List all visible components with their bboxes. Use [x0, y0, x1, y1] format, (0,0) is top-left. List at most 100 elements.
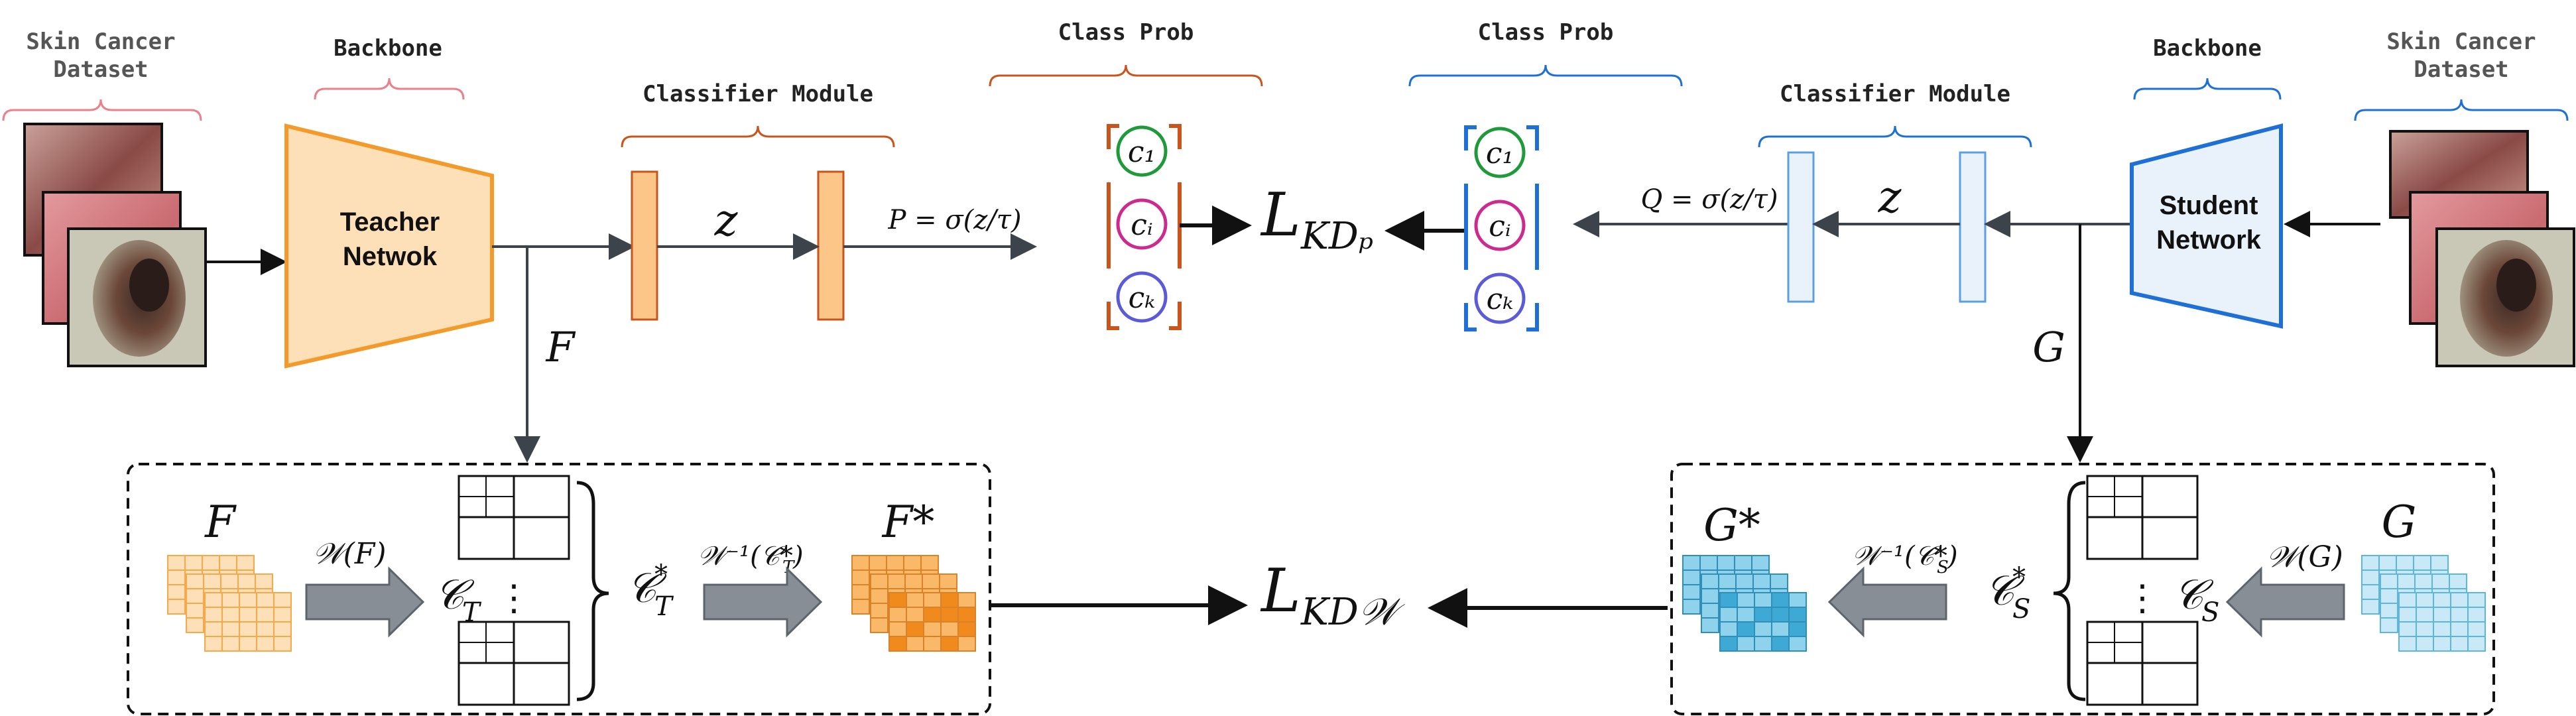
teacher-network-shape — [284, 123, 494, 369]
student-prob-formula: Q = σ(z/τ) — [1641, 184, 1778, 215]
teacher-dataset-brace — [2, 99, 202, 121]
student-class-ck: cₖ — [1474, 272, 1526, 324]
bl-right-brace — [576, 481, 609, 701]
teacher-network-label: Teacher Netwok — [340, 208, 440, 271]
teacher-class-ck: cₖ — [1116, 271, 1168, 323]
br-block-arrow-2-icon — [1827, 566, 1947, 638]
teacher-dataset-label: Skin Cancer Dataset — [26, 29, 175, 83]
student-logit-label: z — [1878, 172, 1902, 223]
student-dataset-label: Skin Cancer Dataset — [2386, 29, 2536, 83]
br-cov-star: 𝒞 * S — [1985, 562, 2030, 625]
svg-text:T: T — [654, 591, 674, 622]
bl-feature-label: F — [204, 497, 237, 548]
svg-text:L: L — [1260, 556, 1301, 626]
svg-text:KD𝒲: KD𝒲 — [1300, 591, 1406, 634]
svg-text:S: S — [1937, 558, 1949, 577]
svg-text:Network: Network — [2156, 225, 2262, 255]
teacher-class-prob-brace — [989, 64, 1263, 87]
student-class-prob-label: Class Prob — [1478, 19, 1614, 46]
teacher-class-bracket-right — [1169, 124, 1182, 330]
br-cov-matrix-bottom — [2086, 621, 2199, 706]
loss-kd-w: L KD𝒲 — [1260, 556, 1406, 634]
svg-text:Teacher: Teacher — [340, 208, 440, 237]
br-left-brace — [2053, 481, 2086, 701]
br-output-grid-icon — [1682, 555, 1807, 652]
teacher-classifier-brace — [621, 125, 895, 148]
student-backbone-brace — [2133, 78, 2282, 100]
svg-text:𝒲⁻¹(𝒞*: 𝒲⁻¹(𝒞* — [698, 541, 793, 571]
bl-inverse-label: 𝒲⁻¹(𝒞* T ) — [698, 541, 804, 577]
teacher-class-prob-label: Class Prob — [1058, 19, 1194, 46]
teacher-prob-formula: P = σ(z/τ) — [887, 205, 1021, 235]
svg-text:Skin Cancer: Skin Cancer — [2386, 29, 2536, 55]
br-transform-label: 𝒲(G) — [2266, 540, 2343, 574]
svg-text:c₁: c₁ — [1486, 137, 1514, 170]
br-feature-grid-icon — [2361, 555, 2486, 652]
student-feature-label: G — [2032, 323, 2065, 371]
bl-vertical-ellipsis: ⋮ — [496, 577, 532, 619]
svg-text:Student: Student — [2160, 191, 2258, 220]
student-network-label: Student Network — [2156, 191, 2262, 255]
br-cov-s: 𝒞 S — [2174, 570, 2219, 628]
svg-text:KDₚ: KDₚ — [1300, 215, 1373, 258]
br-cov-matrix-top — [2086, 475, 2199, 560]
bl-output-label: F* — [882, 497, 935, 548]
svg-text:): ) — [1947, 541, 1958, 571]
teacher-logit-label: z — [714, 195, 739, 246]
student-class-c1: c₁ — [1474, 127, 1526, 178]
teacher-classifier-layer-1 — [631, 170, 658, 321]
svg-text:cₖ: cₖ — [1129, 281, 1156, 315]
student-class-prob-brace — [1408, 64, 1683, 87]
bl-transform-label: 𝒲(F) — [313, 537, 387, 571]
teacher-backbone-brace — [314, 78, 465, 100]
br-output-label: G* — [1703, 500, 1760, 551]
svg-text:cᵢ: cᵢ — [1489, 209, 1511, 243]
svg-text:L: L — [1260, 180, 1301, 250]
svg-text:Dataset: Dataset — [2414, 56, 2508, 83]
teacher-class-ci: cᵢ — [1116, 198, 1168, 250]
br-block-arrow-icon — [2225, 566, 2345, 638]
bl-feature-grid-icon — [167, 555, 292, 652]
br-vertical-ellipsis: ⋮ — [2124, 577, 2160, 619]
teacher-class-bracket-left — [1107, 124, 1119, 330]
student-backbone-label: Backbone — [2153, 35, 2262, 62]
svg-text:Dataset: Dataset — [53, 56, 148, 83]
svg-text:cᵢ: cᵢ — [1131, 208, 1153, 242]
svg-text:S: S — [2201, 597, 2219, 628]
svg-text:cₖ: cₖ — [1487, 282, 1514, 316]
teacher-classifier-layer-2 — [817, 170, 845, 321]
teacher-class-c1: c₁ — [1116, 125, 1168, 177]
student-classifier-label: Classifier Module — [1780, 81, 2010, 107]
svg-text:c₁: c₁ — [1128, 135, 1156, 169]
svg-text:*: * — [654, 560, 668, 590]
br-feature-label: G — [2382, 497, 2417, 548]
bl-cov-t: 𝒞 T — [434, 570, 482, 628]
student-class-bracket-right — [1526, 125, 1539, 331]
student-class-ci: cᵢ — [1474, 200, 1526, 251]
bl-block-arrow-2-icon — [703, 566, 823, 638]
student-skin-images-icon — [2389, 130, 2575, 367]
student-class-bracket-left — [1464, 125, 1477, 331]
teacher-feature-label: F — [545, 323, 576, 371]
student-network-shape — [2130, 123, 2283, 329]
bl-cov-matrix-bottom — [458, 621, 570, 706]
bl-cov-matrix-top — [458, 475, 570, 560]
svg-text:): ) — [792, 541, 804, 571]
bl-block-arrow-icon — [305, 566, 425, 638]
teacher-classifier-label: Classifier Module — [643, 81, 873, 107]
loss-kd-p: L KDₚ — [1260, 180, 1373, 258]
bl-output-grid-icon — [851, 555, 976, 652]
student-dataset-brace — [2354, 99, 2569, 121]
student-whitening-panel — [1670, 463, 2495, 715]
br-inverse-label: 𝒲⁻¹(𝒞* S ) — [1852, 541, 1958, 577]
student-classifier-layer-2 — [1959, 151, 1987, 303]
teacher-backbone-label: Backbone — [334, 35, 442, 62]
teacher-skin-images-icon — [23, 123, 207, 367]
svg-text:S: S — [2012, 594, 2030, 625]
svg-text:Skin Cancer: Skin Cancer — [26, 29, 175, 55]
svg-text:*: * — [2012, 562, 2026, 593]
svg-text:Netwok: Netwok — [343, 242, 438, 271]
student-classifier-brace — [1758, 125, 2032, 148]
bl-cov-star: 𝒞 * T — [627, 560, 674, 622]
